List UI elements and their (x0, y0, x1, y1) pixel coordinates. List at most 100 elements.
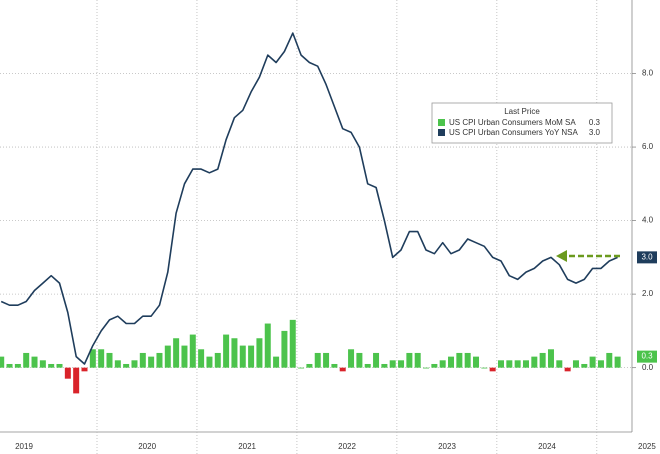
y-tick-label: 6.0 (642, 142, 654, 151)
legend-value: 3.0 (589, 128, 601, 137)
legend-title: Last Price (504, 107, 540, 116)
bar (389, 360, 396, 368)
bar (56, 363, 63, 368)
bar (139, 352, 146, 368)
bar (522, 360, 529, 368)
bar (581, 363, 588, 368)
bar (106, 352, 113, 368)
bar (114, 360, 121, 368)
bar (423, 367, 430, 369)
bar (531, 356, 538, 368)
bar (564, 367, 571, 372)
bar (231, 338, 238, 368)
bar (98, 349, 105, 368)
bar (173, 338, 180, 368)
bar (572, 360, 579, 368)
x-tick-label: 2022 (338, 442, 356, 451)
bar (398, 360, 405, 368)
bar (273, 356, 280, 368)
bar (448, 356, 455, 368)
x-tick-label: 2021 (238, 442, 256, 451)
bar (306, 363, 313, 368)
bar (198, 349, 205, 368)
x-tick-label: 2019 (15, 442, 33, 451)
bar (6, 363, 13, 368)
x-tick-label: 2023 (438, 442, 456, 451)
bar (123, 363, 130, 368)
bar (148, 356, 155, 368)
bar (73, 367, 80, 394)
bar (614, 356, 621, 368)
last-price-label: 3.0 (641, 252, 653, 261)
bar (248, 345, 255, 368)
annotation-arrow (556, 250, 620, 262)
legend-label: US CPI Urban Consumers MoM SA (449, 118, 576, 127)
bar (156, 352, 163, 368)
bar (348, 349, 355, 368)
y-tick-label: 4.0 (642, 216, 654, 225)
bar (481, 367, 488, 369)
bar (323, 352, 330, 368)
bar (314, 352, 321, 368)
last-price-tag (637, 251, 657, 264)
legend-label: US CPI Urban Consumers YoY NSA (449, 128, 578, 137)
bar (464, 352, 471, 368)
legend-box (431, 102, 613, 144)
y-tick-label: 2.0 (642, 289, 654, 298)
bar (181, 345, 188, 368)
bar (264, 323, 271, 368)
legend: Last Price US CPI Urban Consumers MoM SA… (431, 102, 613, 144)
bar (23, 352, 30, 368)
bar (597, 360, 604, 368)
bar (289, 319, 296, 368)
bar (281, 330, 288, 368)
bar (431, 363, 438, 368)
bar (223, 334, 230, 368)
bar (539, 352, 546, 368)
bar (606, 352, 613, 368)
bar (239, 345, 246, 368)
bar (48, 363, 55, 368)
bar (164, 345, 171, 368)
bar (0, 356, 5, 368)
bar (439, 360, 446, 368)
bar (64, 367, 71, 379)
bar (373, 352, 380, 368)
bar (256, 338, 263, 368)
legend-value: 0.3 (589, 118, 601, 127)
bar (339, 367, 346, 372)
x-tick-label: 2020 (138, 442, 156, 451)
bar (381, 363, 388, 368)
bar (514, 360, 521, 368)
bar (506, 360, 513, 368)
legend-swatch (438, 129, 445, 136)
bar (331, 363, 338, 368)
legend-swatch (438, 119, 445, 126)
bar (214, 352, 221, 368)
bar (364, 363, 371, 368)
bar (89, 349, 96, 368)
bar (298, 367, 305, 369)
bar (473, 356, 480, 368)
bar (406, 352, 413, 368)
bar (356, 352, 363, 368)
bar (556, 360, 563, 368)
bar (456, 352, 463, 368)
last-price-label: 0.3 (641, 352, 653, 361)
bar (39, 360, 46, 368)
bar (498, 360, 504, 368)
bar (414, 352, 421, 368)
arrow-head (556, 250, 567, 262)
x-tick-label: 2024 (538, 442, 556, 451)
bar (206, 356, 213, 368)
bar (81, 367, 88, 372)
x-tick-label: 2025 (638, 442, 656, 451)
y-tick-label: 8.0 (642, 69, 654, 78)
last-price-tag (637, 350, 657, 363)
bar (547, 349, 554, 368)
line (0, 32, 618, 365)
bar (31, 356, 38, 368)
